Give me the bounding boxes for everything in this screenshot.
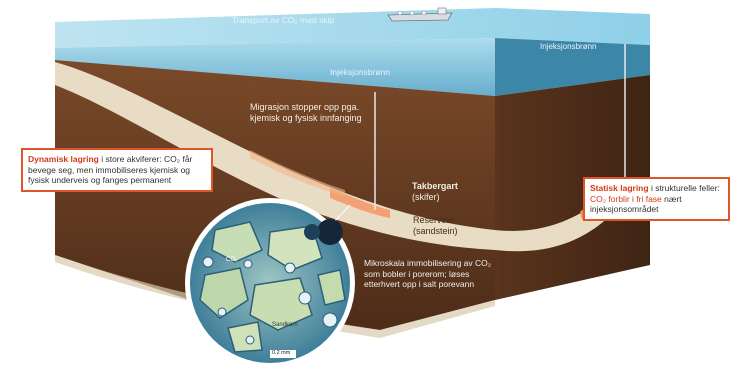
reservoir-line2: (sandstein) [413, 226, 458, 237]
dynamic-storage-title: Dynamisk lagring [28, 154, 99, 164]
injection-well-label-sea: Injeksjonsbrønn [330, 67, 391, 77]
sea-front [55, 38, 495, 96]
micro-sand-label: Sandkorn [272, 322, 298, 328]
sea-side [495, 38, 650, 96]
static-storage-highlight: CO₂ forblir i fri fase [590, 193, 662, 204]
static-storage-title: Statisk lagring [590, 183, 649, 193]
microscope-view [185, 198, 355, 368]
reservoir-layer [55, 62, 495, 250]
co2-plume-trail [250, 150, 345, 196]
sea-surface [55, 8, 650, 48]
micro-co2-label: CO₂ [226, 257, 238, 263]
injection-well-label-side: Injeksjonsbrønn [540, 42, 597, 51]
static-storage-text2: nært injeksjonsområdet [590, 193, 682, 215]
caprock-line2: (skifer) [412, 192, 440, 203]
static-storage-callout: Statisk lagring i strukturelle feller: C… [583, 177, 730, 221]
caprock-line1: Takbergart [412, 181, 458, 191]
caprock-label: Takbergart (skifer) [412, 181, 458, 204]
reservoir-label: Reservoar (sandstein) [413, 215, 458, 238]
reservoir-line1: Reservoar [413, 215, 455, 225]
migration-label: Migrasjon stopper opp pga. kjemisk og fy… [250, 102, 362, 124]
ship-icon [387, 7, 453, 22]
micro-scale-label: 0.2 mm [272, 350, 291, 356]
static-storage-text1: i strukturelle feller: [648, 183, 720, 193]
micro-immobilization-label: Mikroskala immobilisering av CO₂ som bob… [364, 258, 492, 290]
dynamic-storage-callout: Dynamisk lagring i store akviferer: CO₂ … [21, 148, 213, 192]
ship-transport-label: Transport av CO₂ med skip [232, 15, 335, 25]
dynamic-storage-text: i store akviferer: CO₂ får bevege seg, m… [28, 154, 193, 186]
